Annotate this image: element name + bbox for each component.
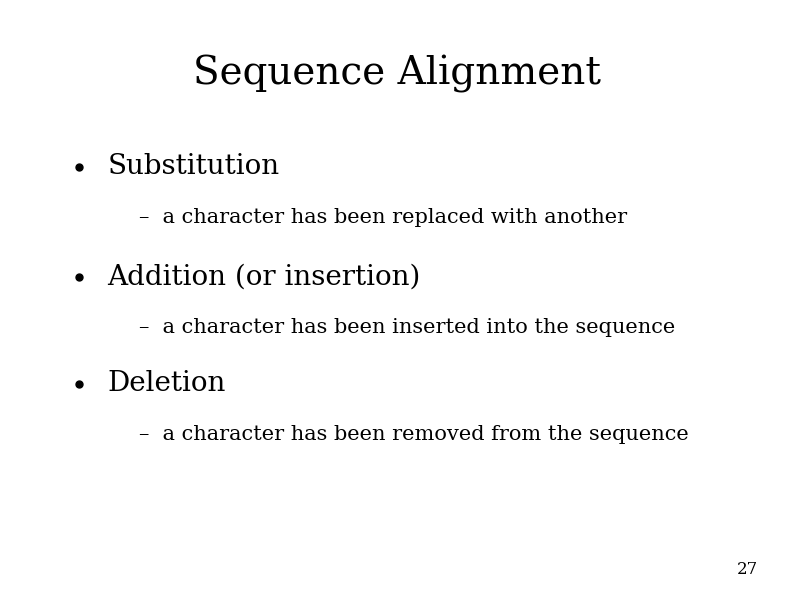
Text: –  a character has been removed from the sequence: – a character has been removed from the … — [139, 425, 688, 444]
Text: Substitution: Substitution — [107, 153, 279, 180]
Text: 27: 27 — [737, 561, 758, 578]
Text: Deletion: Deletion — [107, 370, 225, 397]
Text: Sequence Alignment: Sequence Alignment — [193, 55, 601, 93]
Text: Addition (or insertion): Addition (or insertion) — [107, 263, 421, 290]
Text: –  a character has been replaced with another: – a character has been replaced with ano… — [139, 208, 627, 227]
Text: –  a character has been inserted into the sequence: – a character has been inserted into the… — [139, 318, 675, 337]
